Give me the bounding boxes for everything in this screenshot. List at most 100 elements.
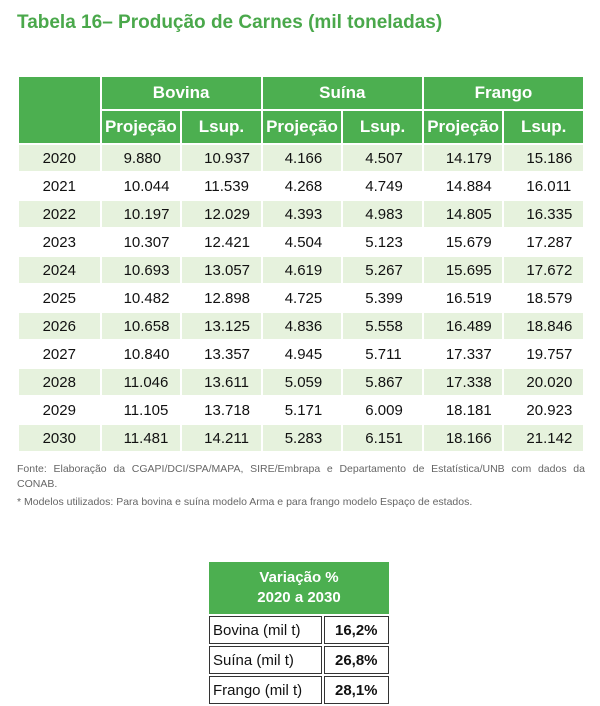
table-row: 2027 10.840 13.357 4.945 5.711 17.337 19.757: [19, 341, 583, 367]
value-cell: 18.181: [423, 397, 503, 423]
year-cell: 2030: [19, 425, 100, 451]
value-cell: 10.307: [101, 229, 181, 255]
value-cell: 4.945: [262, 341, 342, 367]
value-cell: 11.046: [101, 369, 181, 395]
year-cell: 2020: [19, 145, 100, 171]
value-cell: 21.142: [504, 425, 583, 451]
value-cell: 6.009: [343, 397, 422, 423]
value-cell: 10.482: [101, 285, 181, 311]
value-cell: 18.579: [504, 285, 583, 311]
value-cell: 5.399: [343, 285, 422, 311]
value-cell: 4.983: [343, 201, 422, 227]
variation-value: 16,2%: [323, 616, 389, 644]
production-table: Bovina Suína Frango Projeção Lsup. Proje…: [17, 75, 585, 453]
value-cell: 14.884: [423, 173, 503, 199]
year-cell: 2028: [19, 369, 100, 395]
value-cell: 13.611: [182, 369, 261, 395]
table-row: 2029 11.105 13.718 5.171 6.009 18.181 20.923: [19, 397, 583, 423]
value-cell: 9.880: [101, 145, 181, 171]
subheader-frango-lsup: Lsup.: [504, 111, 583, 143]
year-cell: 2029: [19, 397, 100, 423]
subheader-bovina-projecao: Projeção: [101, 111, 181, 143]
source-note: Fonte: Elaboração da CGAPI/DCI/SPA/MAPA,…: [17, 463, 585, 490]
value-cell: 4.619: [262, 257, 342, 283]
value-cell: 10.044: [101, 173, 181, 199]
value-cell: 20.020: [504, 369, 583, 395]
group-header-frango: Frango: [423, 77, 583, 109]
value-cell: 5.711: [343, 341, 422, 367]
value-cell: 5.558: [343, 313, 422, 339]
table-row: 2021 10.044 11.539 4.268 4.749 14.884 16.011: [19, 173, 583, 199]
value-cell: 17.672: [504, 257, 583, 283]
value-cell: 14.179: [423, 145, 503, 171]
variation-row: Frango (mil t) 28,1%: [209, 676, 389, 704]
value-cell: 13.357: [182, 341, 261, 367]
table-row: 2030 11.481 14.211 5.283 6.151 18.166 21.142: [19, 425, 583, 451]
table-row: 2020 9.880 10.937 4.166 4.507 14.179 15.186: [19, 145, 583, 171]
value-cell: 6.151: [343, 425, 422, 451]
value-cell: 4.393: [262, 201, 342, 227]
value-cell: 4.836: [262, 313, 342, 339]
value-cell: 10.840: [101, 341, 181, 367]
value-cell: 16.489: [423, 313, 503, 339]
year-cell: 2024: [19, 257, 100, 283]
value-cell: 17.287: [504, 229, 583, 255]
value-cell: 17.337: [423, 341, 503, 367]
value-cell: 12.029: [182, 201, 261, 227]
value-cell: 14.805: [423, 201, 503, 227]
variation-row: Suína (mil t) 26,8%: [209, 646, 389, 674]
table-row: 2026 10.658 13.125 4.836 5.558 16.489 18.846: [19, 313, 583, 339]
value-cell: 4.268: [262, 173, 342, 199]
value-cell: 4.166: [262, 145, 342, 171]
value-cell: 11.105: [101, 397, 181, 423]
variation-value: 28,1%: [323, 676, 389, 704]
variation-header: Variação % 2020 a 2030: [209, 562, 389, 614]
value-cell: 5.283: [262, 425, 342, 451]
value-cell: 20.923: [504, 397, 583, 423]
value-cell: 5.123: [343, 229, 422, 255]
table-row: 2022 10.197 12.029 4.393 4.983 14.805 16.335: [19, 201, 583, 227]
value-cell: 10.658: [101, 313, 181, 339]
value-cell: 18.846: [504, 313, 583, 339]
value-cell: 15.679: [423, 229, 503, 255]
table-row: 2025 10.482 12.898 4.725 5.399 16.519 18.579: [19, 285, 583, 311]
year-header-cell: [19, 77, 100, 143]
variation-header-line1: Variação %: [259, 569, 339, 586]
value-cell: 12.898: [182, 285, 261, 311]
models-note: * Modelos utilizados: Para bovina e suín…: [17, 496, 473, 508]
value-cell: 5.867: [343, 369, 422, 395]
subheader-frango-projecao: Projeção: [423, 111, 503, 143]
variation-table: Variação % 2020 a 2030 Bovina (mil t) 16,…: [207, 560, 391, 706]
value-cell: 19.757: [504, 341, 583, 367]
value-cell: 15.695: [423, 257, 503, 283]
value-cell: 18.166: [423, 425, 503, 451]
variation-header-line2: 2020 a 2030: [257, 589, 341, 606]
page-title: Tabela 16– Produção de Carnes (mil tonel…: [17, 12, 443, 33]
value-cell: 10.937: [182, 145, 261, 171]
group-header-bovina: Bovina: [101, 77, 261, 109]
table-row: 2024 10.693 13.057 4.619 5.267 15.695 17.672: [19, 257, 583, 283]
subheader-suina-projecao: Projeção: [262, 111, 342, 143]
value-cell: 4.504: [262, 229, 342, 255]
value-cell: 12.421: [182, 229, 261, 255]
value-cell: 10.693: [101, 257, 181, 283]
table-row: 2028 11.046 13.611 5.059 5.867 17.338 20.020: [19, 369, 583, 395]
table-row: 2023 10.307 12.421 4.504 5.123 15.679 17.287: [19, 229, 583, 255]
subheader-bovina-lsup: Lsup.: [182, 111, 261, 143]
subheader-suina-lsup: Lsup.: [343, 111, 422, 143]
value-cell: 16.335: [504, 201, 583, 227]
year-cell: 2021: [19, 173, 100, 199]
value-cell: 16.519: [423, 285, 503, 311]
value-cell: 11.539: [182, 173, 261, 199]
year-cell: 2026: [19, 313, 100, 339]
year-cell: 2025: [19, 285, 100, 311]
variation-row: Bovina (mil t) 16,2%: [209, 616, 389, 644]
value-cell: 5.267: [343, 257, 422, 283]
value-cell: 5.171: [262, 397, 342, 423]
year-cell: 2022: [19, 201, 100, 227]
value-cell: 17.338: [423, 369, 503, 395]
value-cell: 10.197: [101, 201, 181, 227]
value-cell: 4.725: [262, 285, 342, 311]
value-cell: 4.749: [343, 173, 422, 199]
value-cell: 15.186: [504, 145, 583, 171]
